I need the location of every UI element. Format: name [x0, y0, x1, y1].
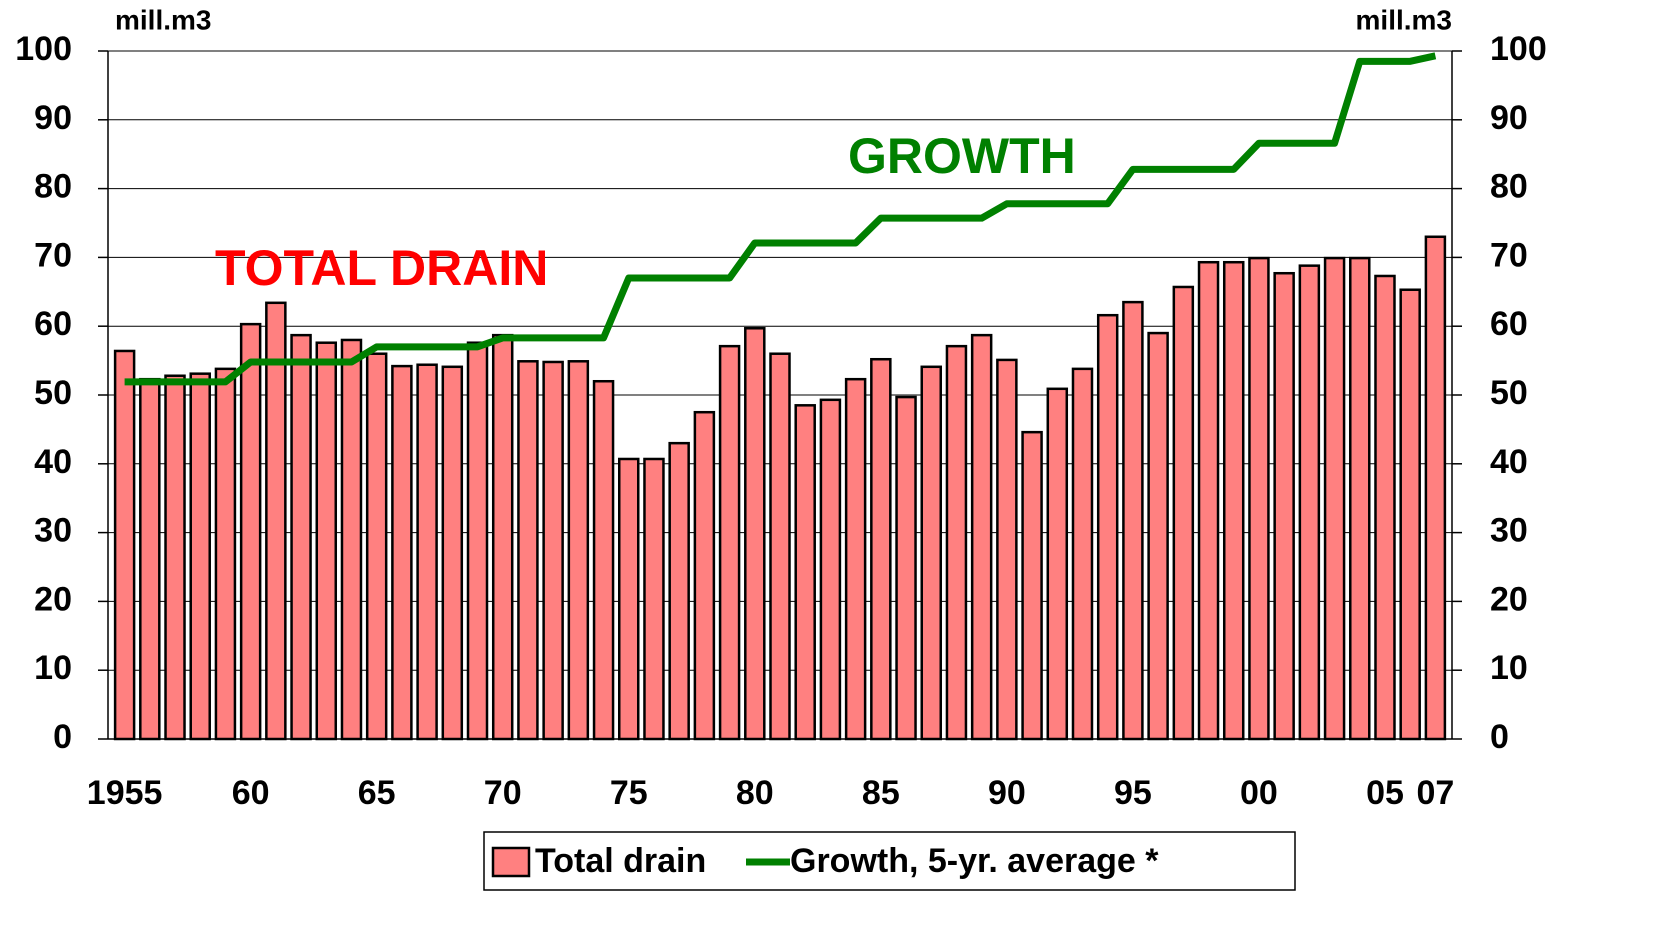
bar [1323, 256, 1346, 741]
x-tick-label: 90 [988, 774, 1026, 812]
legend-swatch [491, 846, 531, 878]
y-tick-label: 40 [34, 443, 72, 481]
y2-tick-label: 30 [1490, 512, 1528, 550]
bar [1273, 271, 1295, 741]
bar [718, 344, 741, 741]
bar [567, 360, 590, 741]
x-tick-label: 85 [862, 774, 900, 812]
bar [844, 377, 867, 741]
y-tick-label: 80 [34, 168, 72, 206]
x-tick-label: 75 [610, 774, 648, 812]
bar [819, 398, 842, 741]
bar [996, 358, 1018, 741]
x-tick-label: 65 [358, 774, 396, 812]
y2-tick-label: 80 [1490, 168, 1528, 206]
bar [441, 365, 464, 741]
x-tick-label: 60 [232, 774, 270, 812]
x-tick-label: 05 [1366, 774, 1404, 812]
bar [239, 322, 262, 741]
bar [1197, 260, 1220, 741]
annotation: GROWTH [848, 128, 1076, 184]
bar [1172, 285, 1195, 741]
bar [466, 341, 489, 741]
bar [139, 377, 161, 741]
bar [290, 333, 312, 741]
bar [214, 367, 237, 741]
y2-tick-label: 100 [1490, 30, 1547, 68]
x-tick-label: 80 [736, 774, 774, 812]
bar [1071, 367, 1094, 741]
x-tick-label: 70 [484, 774, 522, 812]
x-tick-label: 95 [1114, 774, 1152, 812]
bar [340, 338, 363, 741]
bar [592, 379, 615, 741]
bar [1399, 288, 1421, 741]
y2-tick-label: 60 [1490, 305, 1528, 343]
bar [769, 352, 791, 741]
bar [1349, 256, 1371, 741]
x-tick-label: 1955 [87, 774, 163, 812]
bar [970, 333, 993, 741]
bar [517, 360, 539, 741]
bar [1248, 256, 1270, 741]
y-tick-label: 50 [34, 374, 72, 412]
bar [265, 301, 287, 741]
y-tick-label: 100 [15, 30, 72, 68]
y2-tick-label: 40 [1490, 443, 1528, 481]
bar [794, 404, 816, 741]
y-axis-label: mill.m3 [115, 4, 211, 35]
y-tick-label: 90 [34, 99, 72, 137]
y-tick-label: 20 [34, 580, 72, 618]
y2-tick-label: 50 [1490, 374, 1528, 412]
y-tick-label: 60 [34, 305, 72, 343]
legend-label: Total drain [535, 842, 706, 880]
y2-tick-label: 10 [1490, 649, 1528, 687]
y-tick-label: 70 [34, 236, 72, 274]
x-tick-label: 00 [1240, 774, 1278, 812]
y2-tick-label: 0 [1490, 718, 1509, 756]
bar [920, 365, 942, 741]
bar [1222, 260, 1245, 741]
bar [164, 374, 186, 741]
bar [643, 457, 665, 741]
bar [744, 327, 766, 741]
bar [416, 363, 438, 741]
y-tick-label: 0 [53, 718, 72, 756]
bar [1122, 300, 1144, 741]
y-tick-label: 10 [34, 649, 72, 687]
bar [315, 341, 338, 741]
bar [113, 349, 136, 741]
legend-label: Growth, 5-yr. average * [790, 842, 1159, 880]
bar [1096, 313, 1119, 741]
line [124, 52, 1437, 386]
bar [391, 364, 413, 741]
bar [1298, 264, 1321, 741]
bar [1021, 430, 1043, 741]
y2-tick-label: 20 [1490, 580, 1528, 618]
bar [895, 395, 917, 741]
bar [542, 360, 564, 741]
y2-tick-label: 90 [1490, 99, 1528, 137]
bar [491, 333, 514, 741]
bar [945, 344, 968, 741]
y-tick-label: 30 [34, 512, 72, 550]
bar [365, 352, 388, 741]
bar [189, 372, 211, 741]
y2-tick-label: 70 [1490, 236, 1528, 274]
bar [618, 457, 640, 741]
bar [1424, 235, 1447, 741]
bar [870, 357, 892, 741]
bar [693, 410, 716, 741]
bar [1046, 387, 1069, 741]
y2-axis-label: mill.m3 [1356, 4, 1452, 35]
legend-box [483, 831, 1296, 891]
x-tick-label: 07 [1416, 774, 1454, 812]
bar [668, 441, 690, 741]
bar [1374, 274, 1396, 741]
annotation: TOTAL DRAIN [215, 240, 548, 296]
bar [1147, 331, 1169, 741]
